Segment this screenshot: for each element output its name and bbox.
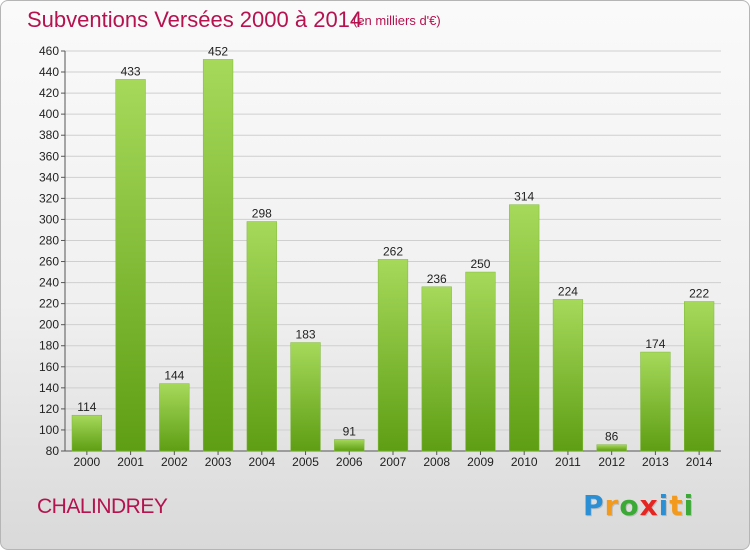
- x-tick-label: 2011: [555, 455, 581, 469]
- y-tick-label: 460: [39, 44, 59, 58]
- logo-letter: o: [619, 489, 640, 522]
- bar-2001: [115, 79, 146, 452]
- bar-2008: [421, 286, 452, 452]
- y-tick-label: 440: [39, 65, 59, 79]
- bar-2003: [202, 59, 234, 452]
- logo-letter: x: [639, 489, 659, 522]
- x-tick-label: 2014: [686, 455, 713, 469]
- data-label: 452: [208, 44, 228, 58]
- bar-2014: [684, 301, 715, 452]
- y-tick-label: 260: [39, 255, 59, 269]
- data-label: 91: [343, 424, 357, 438]
- y-tick-label: 100: [39, 423, 59, 437]
- logo-letter: r: [604, 489, 620, 522]
- y-tick-label: 220: [39, 297, 59, 311]
- logo-letter: t: [669, 489, 684, 522]
- bar-2005: [290, 342, 321, 452]
- bar-2009: [465, 271, 496, 452]
- x-tick-label: 2002: [161, 455, 188, 469]
- y-tick-label: 160: [39, 360, 59, 374]
- bar-2006: [334, 439, 365, 452]
- x-tick-label: 2013: [642, 455, 669, 469]
- x-tick-label: 2005: [292, 455, 319, 469]
- y-tick-label: 300: [39, 212, 59, 226]
- x-tick-label: 2000: [74, 455, 101, 469]
- y-tick-label: 400: [39, 107, 59, 121]
- data-label: 144: [164, 369, 184, 383]
- axes: 80 100 120 140 160 180 200 220 240 260 280 300 320 34…: [39, 44, 721, 469]
- bar-2000: [71, 414, 102, 452]
- x-tick-label: 2006: [336, 455, 363, 469]
- bar-2012: [596, 444, 627, 452]
- data-labels: 114 433 144 452 298 183 91 262 236 250 314 224 86 174…: [77, 44, 709, 443]
- chart-title: Subventions Versées 2000 à 2014: [27, 7, 363, 32]
- x-tick-label: 2012: [598, 455, 625, 469]
- y-tick-label: 280: [39, 233, 59, 247]
- x-tick-label: 2004: [248, 455, 275, 469]
- bar-2007: [377, 259, 409, 452]
- chart-subtitle: (en milliers d'€): [353, 13, 441, 28]
- y-tick-label: 320: [39, 191, 59, 205]
- data-label: 114: [77, 400, 96, 414]
- bar-2013: [640, 351, 671, 452]
- data-label: 262: [383, 244, 403, 258]
- data-label: 298: [252, 207, 272, 221]
- x-tick-label: 2003: [205, 455, 232, 469]
- town-name: CHALINDREY: [37, 495, 168, 518]
- data-label: 224: [558, 284, 578, 298]
- logo-letter: P: [583, 489, 605, 522]
- y-tick-label: 140: [39, 381, 59, 395]
- y-tick-label: 240: [39, 276, 59, 290]
- y-tick-label: 180: [39, 339, 59, 353]
- logo-letter: i: [658, 489, 670, 522]
- y-tick-label: 360: [39, 149, 59, 163]
- data-label: 86: [605, 430, 619, 444]
- bar-2011: [552, 299, 584, 452]
- x-tick-label: 2001: [117, 455, 144, 469]
- y-tick-label: 340: [39, 170, 59, 184]
- proxiti-logo[interactable]: Proxiti: [583, 489, 694, 522]
- data-label: 183: [296, 328, 316, 342]
- data-label: 236: [427, 272, 447, 286]
- y-tick-label: 420: [39, 86, 59, 100]
- y-tick-label: 200: [39, 318, 59, 332]
- data-label: 174: [645, 337, 665, 351]
- bar-2004: [246, 221, 277, 452]
- bars: [71, 59, 715, 452]
- bar-2002: [159, 383, 190, 452]
- x-tick-label: 2010: [511, 455, 538, 469]
- y-tick-label: 80: [46, 444, 60, 458]
- y-tick-label: 380: [39, 128, 59, 142]
- y-tick-label: 120: [39, 402, 59, 416]
- bar-2010: [509, 204, 540, 452]
- data-label: 433: [121, 64, 141, 78]
- x-tick-label: 2007: [380, 455, 407, 469]
- logo-letter: i: [683, 489, 695, 522]
- x-tick-label: 2009: [467, 455, 494, 469]
- data-label: 250: [470, 257, 490, 271]
- data-label: 222: [689, 287, 709, 301]
- data-label: 314: [514, 190, 534, 204]
- x-tick-label: 2008: [423, 455, 450, 469]
